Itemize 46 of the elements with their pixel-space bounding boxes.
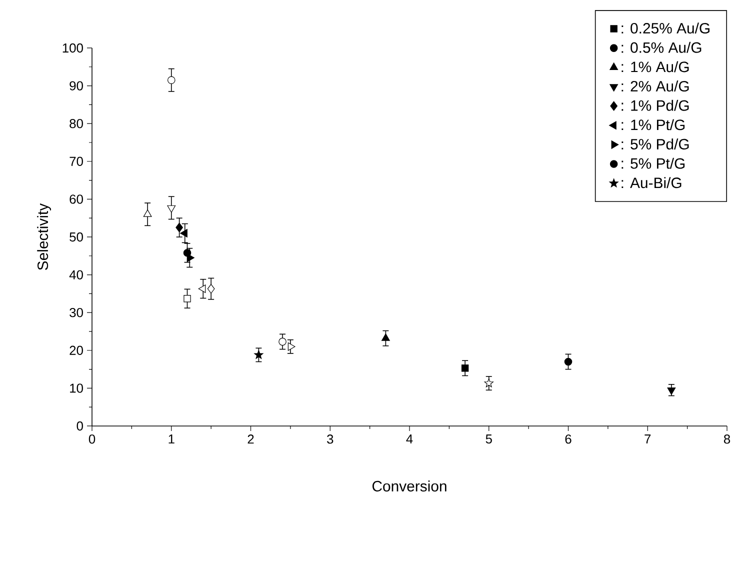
- x-tick-label: 4: [406, 434, 413, 444]
- point: [207, 284, 215, 294]
- legend-label: : 5% Pt/G: [622, 158, 685, 169]
- y-tick-label: 0: [76, 421, 83, 431]
- legend-label: : 1% Pd/G: [622, 100, 689, 111]
- legend-label: : 1% Pt/G: [622, 119, 685, 130]
- legend-label: : 2% Au/G: [622, 80, 689, 92]
- point: [667, 388, 676, 395]
- point: [176, 222, 183, 232]
- point: [461, 364, 469, 372]
- point: [382, 333, 390, 341]
- x-tick-label: 5: [486, 434, 492, 444]
- y-tick-label: 50: [70, 232, 83, 242]
- y-tick-label: 20: [70, 346, 83, 355]
- y-tick-label: 40: [69, 270, 83, 280]
- point: [484, 378, 494, 388]
- x-tick-label: 7: [644, 434, 651, 444]
- x-tick-label: 8: [724, 434, 730, 444]
- y-tick-label: 30: [70, 308, 83, 318]
- y-tick-label: 100: [62, 43, 83, 53]
- point: [143, 210, 152, 217]
- y-tick-label: 80: [70, 118, 83, 128]
- point: [564, 358, 572, 366]
- point: [167, 205, 176, 213]
- point: [254, 350, 264, 359]
- x-tick-label: 6: [565, 434, 572, 444]
- x-axis-title: Conversion: [372, 480, 446, 492]
- legend-label: : 0.25% Au/G: [622, 22, 710, 34]
- legend-label: : 1% Au/G: [622, 61, 689, 72]
- x-tick-label: 2: [248, 434, 254, 444]
- y-tick-label: 10: [70, 384, 83, 393]
- y-tick-label: 70: [70, 156, 83, 166]
- legend-label: : 5% Pd/G: [622, 138, 689, 150]
- point: [167, 76, 176, 84]
- x-tick-label: 0: [88, 434, 96, 444]
- x-tick-label: 1: [168, 434, 174, 444]
- legend-label: : 0.5% Au/G: [622, 42, 702, 53]
- y-tick-label: 90: [70, 81, 83, 90]
- x-tick-label: 3: [327, 434, 334, 444]
- point: [278, 338, 286, 346]
- point: [184, 295, 191, 302]
- point: [288, 342, 296, 351]
- legend-label: : Au-Bi/G: [622, 177, 682, 188]
- y-tick-label: 60: [70, 194, 83, 204]
- point: [198, 284, 206, 293]
- y-axis-title: Selectivity: [37, 203, 52, 270]
